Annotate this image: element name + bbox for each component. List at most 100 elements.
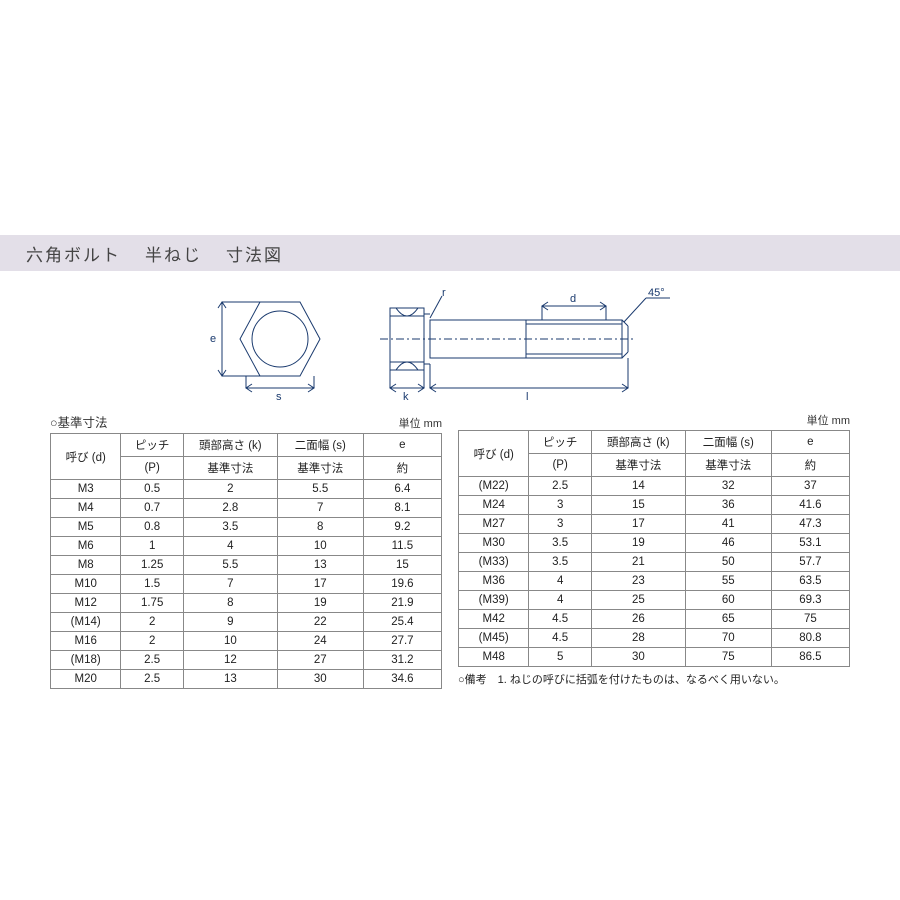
th-k-top: 頭部高さ (k) xyxy=(183,434,277,457)
title-part-2: 半ねじ xyxy=(145,241,202,266)
table-row: (M45)4.5287080.8 xyxy=(459,629,850,648)
table-cell: 10 xyxy=(183,632,277,651)
table-cell: 1.75 xyxy=(121,594,184,613)
table-cell: M42 xyxy=(459,610,529,629)
table-cell: M10 xyxy=(51,575,121,594)
table-cell: (M33) xyxy=(459,553,529,572)
table-cell: M24 xyxy=(459,496,529,515)
table-cell: M20 xyxy=(51,670,121,689)
left-table-block: ○基準寸法 単位 mm 呼び (d) ピッチ 頭部高さ (k) 二面幅 (s) … xyxy=(50,412,442,689)
right-table-note: ○備考 1. ねじの呼びに括弧を付けたものは、なるべく用いない。 xyxy=(458,671,850,687)
table-cell: 21.9 xyxy=(363,594,441,613)
th-s-top: 二面幅 (s) xyxy=(277,434,363,457)
diagram-label-l: l xyxy=(526,391,528,403)
table-cell: 2 xyxy=(121,632,184,651)
table-cell: 26 xyxy=(591,610,685,629)
table-cell: 80.8 xyxy=(771,629,849,648)
bolt-diagram-svg: e s r d 45° k l xyxy=(190,284,690,404)
table-row: M202.5133034.6 xyxy=(51,670,442,689)
table-cell: 4 xyxy=(529,591,592,610)
table-cell: 25.4 xyxy=(363,613,441,632)
table-cell: 65 xyxy=(685,610,771,629)
table-cell: 36 xyxy=(685,496,771,515)
th-s-top-r: 二面幅 (s) xyxy=(685,431,771,454)
th-p-sub: (P) xyxy=(121,457,184,480)
table-cell: M6 xyxy=(51,537,121,556)
table-cell: 3.5 xyxy=(529,553,592,572)
diagram-label-s: s xyxy=(276,391,282,403)
right-table: 呼び (d) ピッチ 頭部高さ (k) 二面幅 (s) e (P) 基準寸法 基… xyxy=(458,430,850,667)
title-part-3: 寸法図 xyxy=(226,241,283,266)
table-cell: (M14) xyxy=(51,613,121,632)
table-cell: 32 xyxy=(685,477,771,496)
table-cell: M16 xyxy=(51,632,121,651)
table-cell: 31.2 xyxy=(363,651,441,670)
table-cell: 5.5 xyxy=(183,556,277,575)
table-cell: 11.5 xyxy=(363,537,441,556)
table-cell: 22 xyxy=(277,613,363,632)
th-p-sub-r: (P) xyxy=(529,454,592,477)
table-cell: 41 xyxy=(685,515,771,534)
table-cell: 0.5 xyxy=(121,480,184,499)
table-cell: 21 xyxy=(591,553,685,572)
left-table-caption: ○基準寸法 xyxy=(50,412,108,431)
table-cell: 0.7 xyxy=(121,499,184,518)
bolt-diagram: e s r d 45° k l xyxy=(190,284,690,404)
table-cell: 27.7 xyxy=(363,632,441,651)
table-cell: 30 xyxy=(591,648,685,667)
table-cell: 2.8 xyxy=(183,499,277,518)
table-cell: (M18) xyxy=(51,651,121,670)
table-cell: (M45) xyxy=(459,629,529,648)
diagram-label-e: e xyxy=(210,333,216,345)
table-cell: 4.5 xyxy=(529,610,592,629)
table-row: (M22)2.5143237 xyxy=(459,477,850,496)
th-e-sub-r: 約 xyxy=(771,454,849,477)
table-cell: M30 xyxy=(459,534,529,553)
table-row: M6141011.5 xyxy=(51,537,442,556)
table-cell: 7 xyxy=(277,499,363,518)
table-cell: M8 xyxy=(51,556,121,575)
table-cell: 63.5 xyxy=(771,572,849,591)
table-row: M101.571719.6 xyxy=(51,575,442,594)
table-cell: 3 xyxy=(529,496,592,515)
table-cell: M4 xyxy=(51,499,121,518)
table-cell: 27 xyxy=(277,651,363,670)
table-cell: M5 xyxy=(51,518,121,537)
table-row: M273174147.3 xyxy=(459,515,850,534)
table-cell: 12 xyxy=(183,651,277,670)
table-cell: 55 xyxy=(685,572,771,591)
table-cell: 5 xyxy=(529,648,592,667)
table-row: M243153641.6 xyxy=(459,496,850,515)
table-cell: 1 xyxy=(121,537,184,556)
table-row: (M14)292225.4 xyxy=(51,613,442,632)
table-cell: 30 xyxy=(277,670,363,689)
table-cell: 8 xyxy=(277,518,363,537)
table-cell: M3 xyxy=(51,480,121,499)
table-cell: 15 xyxy=(591,496,685,515)
table-row: M303.5194653.1 xyxy=(459,534,850,553)
table-cell: 5.5 xyxy=(277,480,363,499)
table-cell: 3.5 xyxy=(529,534,592,553)
table-cell: 8.1 xyxy=(363,499,441,518)
table-cell: 60 xyxy=(685,591,771,610)
table-cell: (M39) xyxy=(459,591,529,610)
table-row: M30.525.56.4 xyxy=(51,480,442,499)
table-cell: 2.5 xyxy=(529,477,592,496)
table-cell: 9 xyxy=(183,613,277,632)
page-title-bar: 六角ボルト 半ねじ 寸法図 xyxy=(0,235,900,271)
th-d: 呼び (d) xyxy=(51,434,121,480)
table-cell: 0.8 xyxy=(121,518,184,537)
table-cell: 17 xyxy=(277,575,363,594)
table-cell: 2 xyxy=(183,480,277,499)
table-cell: 10 xyxy=(277,537,363,556)
table-cell: 1.25 xyxy=(121,556,184,575)
table-cell: 19.6 xyxy=(363,575,441,594)
th-e-sub: 約 xyxy=(363,457,441,480)
table-cell: 41.6 xyxy=(771,496,849,515)
table-cell: 70 xyxy=(685,629,771,648)
table-cell: 2.5 xyxy=(121,651,184,670)
table-cell: 19 xyxy=(591,534,685,553)
table-cell: 37 xyxy=(771,477,849,496)
th-s-sub: 基準寸法 xyxy=(277,457,363,480)
table-cell: 23 xyxy=(591,572,685,591)
